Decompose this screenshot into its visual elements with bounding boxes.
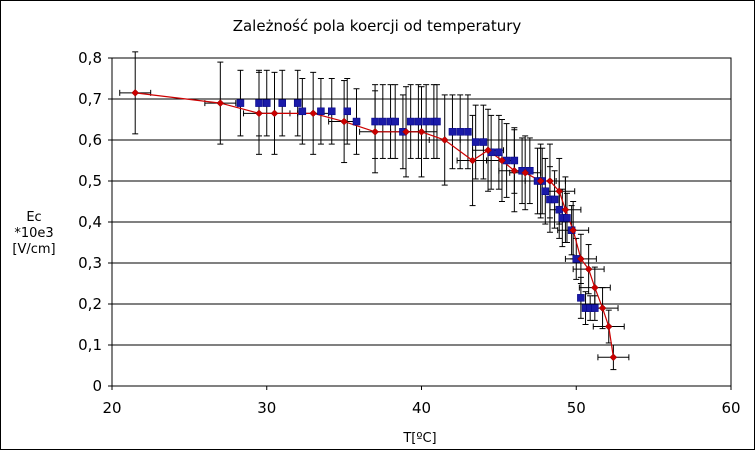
data-point-square: [471, 138, 480, 146]
data-point-diamond: [561, 205, 570, 214]
data-point-square: [352, 117, 361, 126]
data-point-square: [448, 128, 457, 136]
data-point-diamond: [340, 117, 348, 126]
y-tick-label: 0,7: [78, 90, 102, 108]
y-tick-label: 0,6: [78, 131, 102, 149]
x-tick-label: 40: [412, 399, 431, 417]
data-point-diamond: [609, 353, 618, 362]
x-tick-label: 50: [567, 399, 586, 417]
data-point-diamond: [555, 187, 564, 196]
data-point-square: [391, 117, 399, 126]
data-point-square: [510, 156, 519, 165]
data-point-square: [495, 148, 503, 157]
data-point-diamond: [440, 136, 449, 144]
data-point-square: [456, 128, 464, 136]
chart-title: Zależność pola koercji od temperatury: [233, 17, 522, 35]
y-tick-label: 0,3: [78, 254, 102, 272]
data-point-diamond: [484, 146, 492, 155]
y-tick-label: 0: [92, 377, 102, 395]
data-point-diamond: [216, 99, 225, 107]
data-point-diamond: [417, 127, 426, 136]
data-point-square: [327, 107, 336, 116]
data-point-square: [278, 99, 286, 107]
data-point-square: [293, 99, 302, 107]
y-axis-label-line-2: *10e3: [14, 226, 53, 241]
data-point-square: [379, 117, 387, 126]
data-point-diamond: [131, 88, 140, 97]
data-point-square: [464, 128, 472, 136]
y-tick-label: 0,1: [78, 336, 102, 354]
x-tick-labels: 20 30 40 50 60: [102, 386, 741, 417]
data-point-diamond: [604, 322, 613, 331]
data-point-square: [317, 107, 325, 116]
error-bars: [119, 51, 630, 371]
data-point-square: [263, 99, 271, 107]
data-markers: [131, 88, 618, 362]
data-point-square: [563, 214, 571, 222]
x-axis-label: T[ºC]: [402, 431, 436, 446]
y-tick-labels: 0 0,1 0,2 0,3 0,4 0,5 0,6 0,7 0,8: [78, 49, 112, 395]
data-point-square: [541, 187, 550, 195]
data-point-diamond: [577, 255, 585, 263]
y-tick-label: 0,5: [78, 172, 102, 190]
data-point-square: [255, 99, 263, 107]
data-point-square: [236, 99, 245, 107]
data-point-square: [433, 117, 441, 126]
data-point-square: [343, 107, 351, 116]
data-point-diamond: [569, 226, 578, 235]
data-point-diamond: [546, 177, 554, 185]
data-point-diamond: [498, 156, 506, 165]
data-point-diamond: [521, 168, 530, 177]
data-point-diamond: [510, 166, 519, 175]
data-point-square: [414, 117, 423, 126]
data-point-square: [591, 304, 599, 312]
y-axis-label-line-1: Ec: [26, 210, 41, 225]
data-point-diamond: [584, 265, 593, 274]
data-point-square: [577, 294, 585, 302]
x-tick-label: 60: [721, 399, 740, 417]
y-tick-label: 0,4: [78, 213, 102, 231]
y-tick-label: 0,2: [78, 295, 102, 313]
data-point-diamond: [371, 127, 379, 136]
data-point-square: [371, 117, 379, 126]
data-point-square: [298, 107, 307, 116]
data-point-diamond: [402, 127, 410, 136]
data-point-diamond: [270, 109, 279, 118]
data-point-diamond: [598, 304, 607, 312]
x-tick-label: 30: [257, 399, 276, 417]
data-point-square: [406, 117, 415, 126]
data-point-diamond: [468, 156, 477, 165]
data-point-diamond: [590, 283, 599, 292]
data-point-diamond: [309, 109, 318, 118]
data-point-diamond: [255, 109, 263, 118]
y-axis-label-line-3: [V/cm]: [12, 242, 55, 257]
data-point-diamond: [536, 177, 545, 185]
data-point-square: [422, 117, 430, 126]
y-tick-label: 0,8: [78, 49, 102, 67]
data-point-square: [479, 138, 488, 146]
x-tick-label: 20: [102, 399, 121, 417]
data-point-square: [550, 195, 559, 204]
